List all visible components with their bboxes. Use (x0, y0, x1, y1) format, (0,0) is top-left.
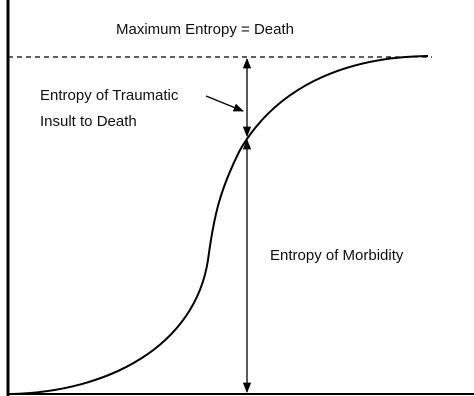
entropy-curve (9, 55, 429, 395)
traumatic-label: Insult to Death (40, 113, 137, 130)
pointer-arrow (205, 95, 244, 112)
title: Maximum Entropy = Death (116, 21, 294, 38)
morbidity-label: Entropy of Morbidity (270, 247, 404, 264)
traumatic-label: Entropy of Traumatic (40, 87, 179, 104)
